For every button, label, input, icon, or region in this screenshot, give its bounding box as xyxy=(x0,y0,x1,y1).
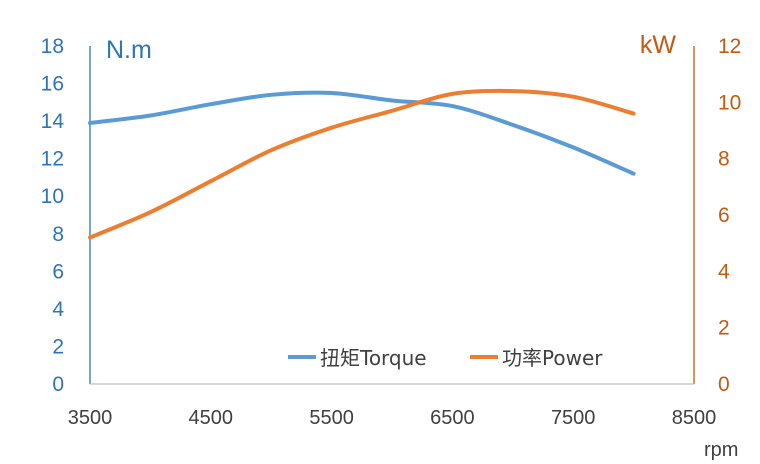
right-tick-label: 12 xyxy=(718,35,741,58)
power-line xyxy=(88,88,636,240)
x-tick-label: 7500 xyxy=(551,407,596,429)
left-tick-labels: 0 2 4 6 8 10 12 14 16 18 xyxy=(41,35,65,396)
right-tick-label: 6 xyxy=(718,204,730,227)
series-lines xyxy=(88,88,636,240)
left-tick-label: 18 xyxy=(41,35,64,58)
x-tick-label: 4500 xyxy=(189,407,234,429)
left-tick-label: 4 xyxy=(52,298,64,321)
x-tick-label: 5500 xyxy=(309,407,354,429)
left-axis-unit: N.m xyxy=(106,36,152,64)
right-tick-label: 8 xyxy=(718,148,730,171)
left-tick-label: 8 xyxy=(52,223,64,246)
left-tick-label: 12 xyxy=(41,148,64,171)
torque-line xyxy=(88,90,636,176)
left-tick-label: 0 xyxy=(52,373,64,396)
right-tick-label: 4 xyxy=(718,260,730,283)
x-tick-label: 8500 xyxy=(672,407,717,429)
left-tick-label: 10 xyxy=(41,185,64,208)
right-tick-label: 0 xyxy=(718,373,730,396)
x-tick-label: 3500 xyxy=(68,407,113,429)
left-tick-label: 14 xyxy=(41,110,65,133)
legend: 扭矩Torque 功率Power xyxy=(288,346,603,370)
legend-label-torque: 扭矩Torque xyxy=(320,346,427,370)
left-tick-label: 16 xyxy=(41,73,64,96)
left-tick-label: 6 xyxy=(52,260,64,283)
right-tick-label: 2 xyxy=(718,317,730,340)
right-tick-labels: 0 2 4 6 8 10 12 xyxy=(718,35,741,396)
legend-label-power: 功率Power xyxy=(502,346,603,370)
x-tick-labels: 3500 4500 5500 6500 7500 8500 xyxy=(68,407,717,429)
left-tick-label: 2 xyxy=(52,335,64,358)
x-tick-label: 6500 xyxy=(430,407,475,429)
x-axis-unit: rpm xyxy=(704,439,738,461)
right-axis-unit: kW xyxy=(640,31,677,59)
right-tick-label: 10 xyxy=(718,91,741,114)
